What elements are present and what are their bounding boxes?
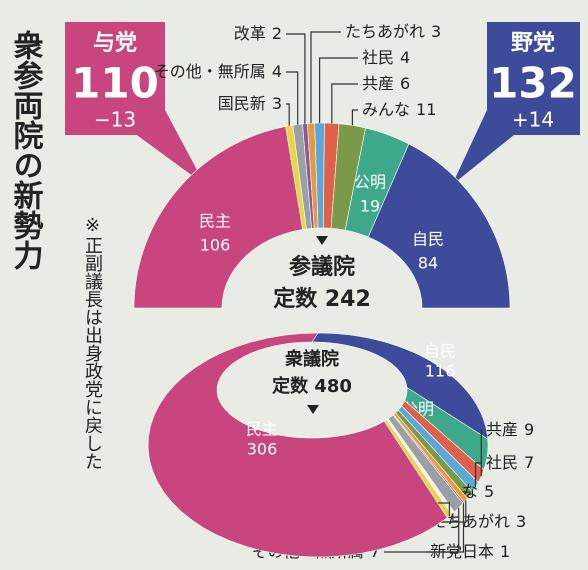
segment-value: 19 xyxy=(360,197,380,216)
chart-title: 衆議院 xyxy=(285,348,339,370)
callout-label: 新党日本 xyxy=(430,542,494,561)
callout: 新党日本 1 xyxy=(430,542,510,561)
callout-label: 改革 xyxy=(234,24,266,43)
segment-label: 自民 xyxy=(412,230,444,249)
callout-label: みんな xyxy=(362,100,410,119)
callout: みんな 11 xyxy=(362,100,436,119)
leader-line xyxy=(480,429,482,477)
segment-label: 公明 xyxy=(354,173,386,192)
title: 衆参両院の新勢力 xyxy=(8,30,44,271)
callout-label: 共産 xyxy=(486,420,518,439)
opposition-label: 野党 xyxy=(511,31,555,56)
callout-label: 社民 xyxy=(362,48,394,67)
segment-value: 106 xyxy=(200,236,231,255)
arrow xyxy=(316,236,328,245)
ruling-seats: 110 xyxy=(71,59,159,108)
callout-label: たちあがれ xyxy=(430,512,510,531)
callout: たちあがれ 3 xyxy=(345,22,441,41)
leader-line xyxy=(286,103,290,126)
callout-value: 7 xyxy=(370,542,380,561)
segment-label: 民主 xyxy=(199,212,231,231)
chart-title: 参議院 xyxy=(289,254,355,280)
opposition-box xyxy=(487,22,580,135)
note: ※正副議長は出身政党に戻した xyxy=(82,215,103,470)
callout-label: 社民 xyxy=(486,453,518,472)
callout-label: たちあがれ xyxy=(345,22,425,41)
callout: 社民 4 xyxy=(362,48,410,67)
callout-value: 9 xyxy=(524,420,534,439)
callout-value: 5 xyxy=(484,482,494,501)
callout-value: 3 xyxy=(516,512,526,531)
callout-value: 11 xyxy=(416,100,436,119)
callout: たちあがれ 3 xyxy=(430,512,526,531)
segment-label: 自民 xyxy=(424,342,456,361)
leader-line xyxy=(286,71,299,125)
leader-line xyxy=(384,507,460,553)
segment-value: 116 xyxy=(425,362,456,381)
segment-value: 306 xyxy=(247,440,278,459)
callout-value: 4 xyxy=(400,48,410,67)
callout: 共産 9 xyxy=(486,420,534,439)
chart-subtitle: 定数 480 xyxy=(272,375,352,397)
callout: その他・無所属 4 xyxy=(154,62,282,81)
ruling-label: 与党 xyxy=(93,31,137,56)
leader-line xyxy=(319,57,358,123)
callout-value: 3 xyxy=(431,22,441,41)
callout-value: 3 xyxy=(272,94,282,113)
arrow xyxy=(307,405,319,414)
callout-value: 2 xyxy=(272,24,282,43)
segment-label: 民主 xyxy=(246,420,278,439)
opposition-change: +14 xyxy=(512,108,554,132)
segment xyxy=(147,332,448,558)
callout-label: その他・無所属 xyxy=(154,62,266,81)
segment-value: 84 xyxy=(418,254,438,273)
leader-line xyxy=(286,33,306,124)
callout-label: 共産 xyxy=(362,74,394,93)
ruling-change: −13 xyxy=(94,108,136,132)
segment xyxy=(367,143,511,309)
callout-value: 6 xyxy=(400,74,410,93)
chart-subtitle: 定数 242 xyxy=(273,286,371,312)
leader-line xyxy=(351,109,358,126)
callout: 改革 2 xyxy=(234,24,282,43)
callout: 共産 6 xyxy=(362,74,410,93)
callout-value: 7 xyxy=(524,453,534,472)
leader-line xyxy=(474,462,482,488)
callout-label: 国民新 xyxy=(218,94,266,113)
opposition-seats: 132 xyxy=(489,59,577,108)
callout: 社民 7 xyxy=(486,453,534,472)
callout-value: 4 xyxy=(272,62,282,81)
callout: 国民新 3 xyxy=(218,94,282,113)
callout-value: 1 xyxy=(500,542,510,561)
leader-line xyxy=(331,83,358,124)
leader-line xyxy=(310,31,341,124)
ruling-box xyxy=(65,22,165,135)
